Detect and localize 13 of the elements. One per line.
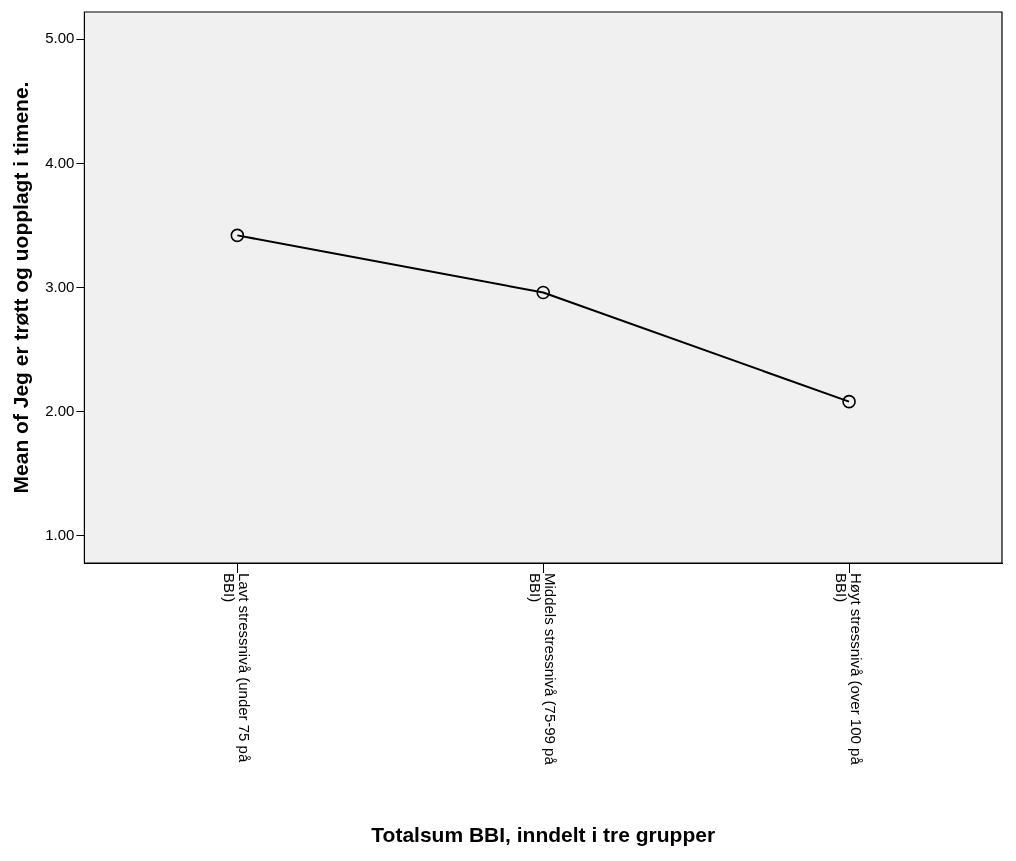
y-tick-label: 2.00 bbox=[45, 401, 75, 419]
y-tick-label: 5.00 bbox=[45, 29, 75, 47]
point bbox=[842, 394, 856, 409]
y-tick-label: 1.00 bbox=[45, 525, 75, 543]
y-tick-label: 3.00 bbox=[45, 277, 75, 295]
y-tick-label: 4.00 bbox=[45, 153, 75, 171]
y-axis-title: Mean of Jeg er trøtt og uopplagt i timene. bbox=[9, 81, 33, 494]
x-tick-label: Høyt stressnivå (over 100 på BBI) bbox=[832, 573, 865, 766]
point bbox=[536, 285, 550, 300]
x-tick-label: Lavt stressnivå (under 75 på BBI) bbox=[221, 573, 254, 763]
point bbox=[230, 228, 245, 243]
x-tick-label: Middels stressnivå (75-99 på BBI) bbox=[527, 573, 560, 766]
x-axis-title: Totalsum BBI, inndelt i tre grupper bbox=[371, 823, 716, 847]
